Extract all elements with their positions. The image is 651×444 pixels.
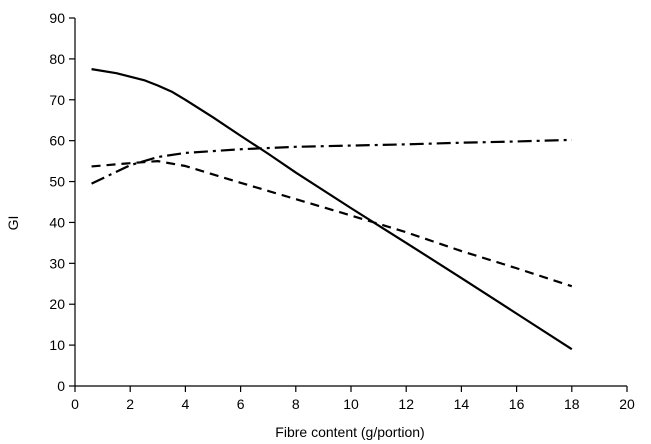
axes: 0 2 4 6 8 10 12 14 16 18 20 0 10 20 30 40 50 60 70 80 90 xyxy=(49,10,635,412)
x-tick-label: 18 xyxy=(564,396,580,412)
y-tick-label: 70 xyxy=(49,92,65,108)
y-tick-label: 50 xyxy=(49,174,65,190)
y-tick-label: 40 xyxy=(49,214,65,230)
y-axis-title: GI xyxy=(5,216,21,231)
x-tick-label: 14 xyxy=(454,396,470,412)
y-tick-label: 90 xyxy=(49,10,65,26)
x-tick-label: 20 xyxy=(619,396,635,412)
series-line-dash-dot xyxy=(91,138,572,185)
series-line-dashed xyxy=(91,160,573,288)
x-tick-label: 10 xyxy=(343,396,359,412)
x-tick-label: 4 xyxy=(182,396,190,412)
y-tick-label: 30 xyxy=(49,255,65,271)
y-tick-label: 10 xyxy=(49,337,65,353)
x-tick-label: 8 xyxy=(292,396,300,412)
x-tick-label: 16 xyxy=(509,396,525,412)
x-axis-title: Fibre content (g/portion) xyxy=(275,424,424,440)
x-tick-label: 2 xyxy=(126,396,134,412)
y-tick-label: 20 xyxy=(49,296,65,312)
x-tick-label: 0 xyxy=(71,396,79,412)
series-line-solid xyxy=(91,68,573,351)
x-tick-label: 6 xyxy=(237,396,245,412)
y-tick-label: 0 xyxy=(57,378,65,394)
y-tick-label: 60 xyxy=(49,133,65,149)
y-tick-label: 80 xyxy=(49,51,65,67)
series-layer xyxy=(91,68,573,351)
x-tick-label: 12 xyxy=(398,396,414,412)
